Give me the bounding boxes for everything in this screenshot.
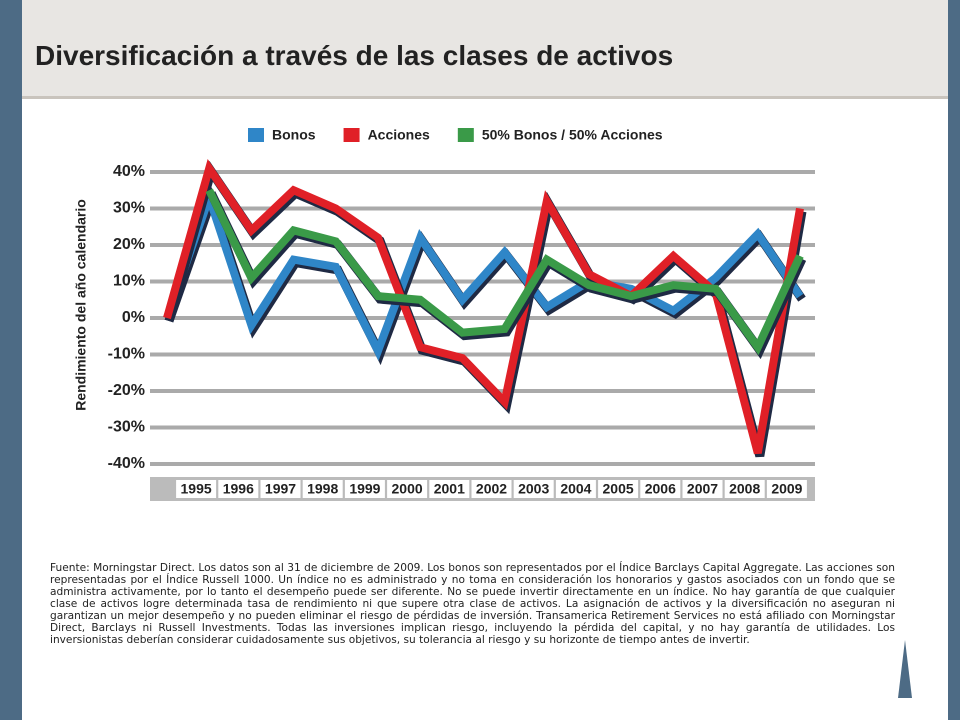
header: Diversificación a través de las clases d… bbox=[22, 0, 948, 99]
x-tick-box bbox=[640, 480, 681, 498]
x-tick-label: 2000 bbox=[392, 481, 423, 497]
y-tick-label: 10% bbox=[113, 273, 145, 290]
x-tick-label: 2004 bbox=[560, 481, 591, 497]
x-tick-label: 2001 bbox=[434, 481, 465, 497]
y-tick-label: -20% bbox=[108, 382, 145, 399]
x-tick-box bbox=[344, 480, 385, 498]
x-tick-box bbox=[682, 480, 723, 498]
x-tick-box bbox=[471, 480, 512, 498]
x-tick-box bbox=[429, 480, 470, 498]
x-tick-label: 1996 bbox=[223, 481, 254, 497]
x-tick-label: 1997 bbox=[265, 481, 296, 497]
x-tick-box bbox=[598, 480, 639, 498]
series-line bbox=[205, 188, 804, 356]
slide-title: Diversificación a través de las clases d… bbox=[35, 40, 674, 71]
x-tick-label: 2003 bbox=[518, 481, 549, 497]
legend-label: Bonos bbox=[272, 127, 316, 143]
x-tick-label: 2008 bbox=[729, 481, 760, 497]
x-tick-label: 2005 bbox=[603, 481, 634, 497]
footnote: Fuente: Morningstar Direct. Los datos so… bbox=[50, 562, 895, 646]
x-tick-box bbox=[724, 480, 765, 498]
x-tick-label: 2006 bbox=[645, 481, 676, 497]
x-tick-label: 1998 bbox=[307, 481, 338, 497]
x-tick-box bbox=[218, 480, 259, 498]
y-tick-label: -30% bbox=[108, 419, 145, 436]
x-tick-box bbox=[513, 480, 554, 498]
y-tick-label: -40% bbox=[108, 455, 145, 472]
chart: Rendimiento del año calendario 40% 30% 20%… bbox=[73, 127, 815, 501]
x-tick-label: 1999 bbox=[349, 481, 380, 497]
series-line bbox=[163, 159, 804, 455]
legend-swatch bbox=[248, 128, 264, 142]
x-tick-box bbox=[176, 480, 217, 498]
y-tick-label: 40% bbox=[113, 163, 145, 180]
x-tick-label: 2002 bbox=[476, 481, 507, 497]
x-tick-box bbox=[260, 480, 301, 498]
x-tick-label: 2009 bbox=[771, 481, 802, 497]
x-tick-label: 1995 bbox=[181, 481, 212, 497]
x-tick-box bbox=[766, 480, 807, 498]
y-tick-label: 20% bbox=[113, 236, 145, 253]
x-tick-box bbox=[302, 480, 343, 498]
y-axis-title: Rendimiento del año calendario bbox=[73, 199, 89, 411]
legend-label: Acciones bbox=[368, 127, 430, 143]
x-tick-label: 2007 bbox=[687, 481, 718, 497]
side-strip bbox=[0, 0, 22, 720]
legend-swatch bbox=[457, 128, 474, 142]
y-tick-label: -10% bbox=[108, 346, 145, 363]
y-tick-label: 30% bbox=[113, 200, 145, 217]
legend-label: 50% Bonos / 50% Acciones bbox=[482, 127, 663, 143]
pyramid-logo bbox=[898, 640, 912, 698]
side-strip bbox=[948, 0, 960, 720]
x-tick-box bbox=[555, 480, 596, 498]
y-tick-label: 0% bbox=[122, 309, 145, 326]
legend-swatch bbox=[343, 128, 360, 142]
x-tick-box bbox=[387, 480, 428, 498]
